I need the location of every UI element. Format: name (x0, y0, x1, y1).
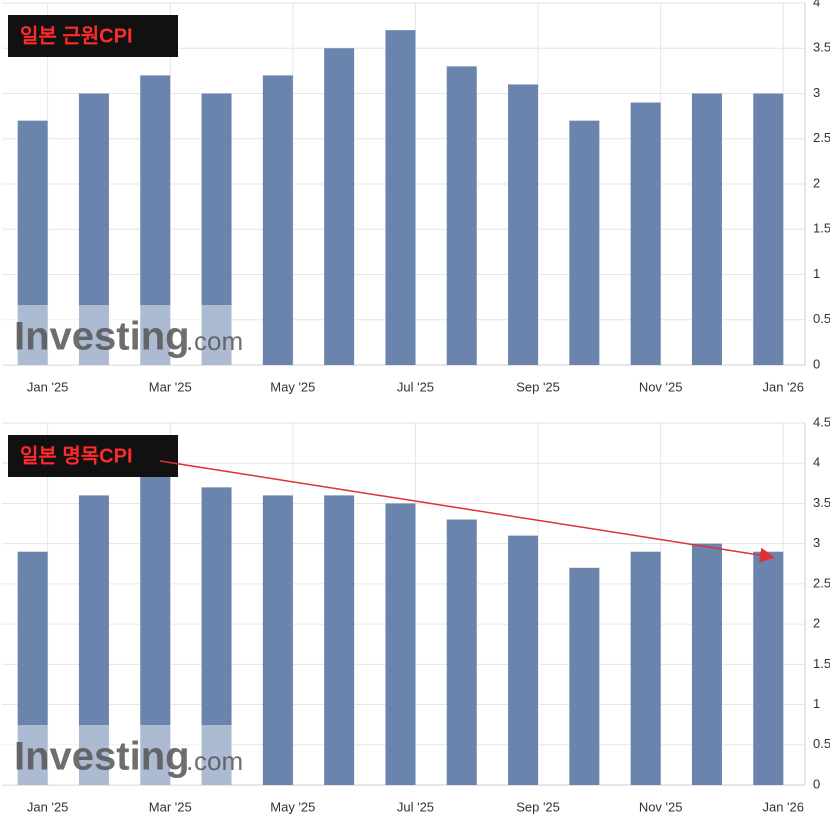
watermark: com (194, 326, 243, 356)
watermark: Investing (14, 735, 190, 779)
x-tick-label: Nov '25 (639, 379, 683, 394)
y-tick-label: 1 (813, 266, 820, 281)
bar (201, 487, 232, 785)
y-tick-label: 3.5 (813, 495, 830, 510)
x-tick-label: Jul '25 (397, 799, 434, 814)
y-tick-label: 3.5 (813, 40, 830, 55)
y-tick-label: 3 (813, 535, 820, 550)
chart-title: 일본 명목CPI (20, 444, 133, 467)
x-tick-label: May '25 (270, 799, 315, 814)
watermark-dot: . (186, 326, 193, 356)
y-tick-label: 1 (813, 696, 820, 711)
bar (569, 567, 600, 785)
bar (569, 120, 600, 366)
watermark: Investing (14, 315, 190, 359)
y-tick-label: 4 (813, 0, 820, 9)
bar (324, 48, 355, 365)
x-tick-label: May '25 (270, 379, 315, 394)
y-tick-label: 0.5 (813, 311, 830, 326)
title-box (8, 15, 178, 57)
x-tick-label: Mar '25 (149, 799, 192, 814)
bar (691, 93, 722, 365)
bar (691, 543, 722, 785)
y-tick-label: 4 (813, 455, 820, 470)
y-tick-label: 0 (813, 776, 820, 791)
x-tick-label: Sep '25 (516, 379, 560, 394)
bar (262, 75, 293, 366)
watermark-fade (2, 725, 232, 785)
bar (17, 551, 48, 785)
bar (446, 519, 477, 785)
y-tick-label: 1.5 (813, 221, 830, 236)
title-box (8, 435, 178, 477)
bar (385, 503, 416, 785)
x-tick-label: Jul '25 (397, 379, 434, 394)
x-tick-label: Jan '26 (762, 799, 804, 814)
x-tick-label: Jan '25 (27, 799, 69, 814)
x-tick-label: Jan '26 (762, 379, 804, 394)
bar (508, 535, 539, 785)
x-tick-label: Jan '25 (27, 379, 69, 394)
bar (140, 463, 171, 785)
bar (385, 30, 416, 366)
bar (753, 93, 784, 365)
charts: 0 0.5 1 1.5 2 2.5 3 3.5 4 Jan '25 Mar '25 May '25 Ju… (2, 0, 830, 814)
bar (262, 495, 293, 785)
watermark-dot: . (186, 746, 193, 776)
bar (78, 93, 109, 365)
y-tick-label: 2 (813, 616, 820, 631)
bar (630, 551, 661, 785)
watermark: com (194, 746, 243, 776)
y-tick-label: 2 (813, 175, 820, 190)
watermark-fade (2, 305, 232, 365)
bar (17, 120, 48, 366)
bar (753, 551, 784, 785)
y-tick-label: 0 (813, 356, 820, 371)
chart-title: 일본 근원CPI (20, 24, 133, 47)
x-tick-label: Sep '25 (516, 799, 560, 814)
bar (446, 66, 477, 365)
trend-arrow (159, 460, 775, 563)
y-tick-label: 1.5 (813, 656, 830, 671)
bar (140, 75, 171, 366)
y-tick-label: 0.5 (813, 736, 830, 751)
y-tick-label: 3 (813, 85, 820, 100)
y-tick-label: 2.5 (813, 575, 830, 590)
bar (630, 102, 661, 366)
x-tick-label: Nov '25 (639, 799, 683, 814)
x-tick-label: Mar '25 (149, 379, 192, 394)
bar (324, 495, 355, 785)
bar (201, 93, 232, 365)
y-tick-label: 4.5 (813, 414, 830, 429)
y-tick-label: 2.5 (813, 130, 830, 145)
bar (508, 84, 539, 365)
bar (78, 495, 109, 785)
